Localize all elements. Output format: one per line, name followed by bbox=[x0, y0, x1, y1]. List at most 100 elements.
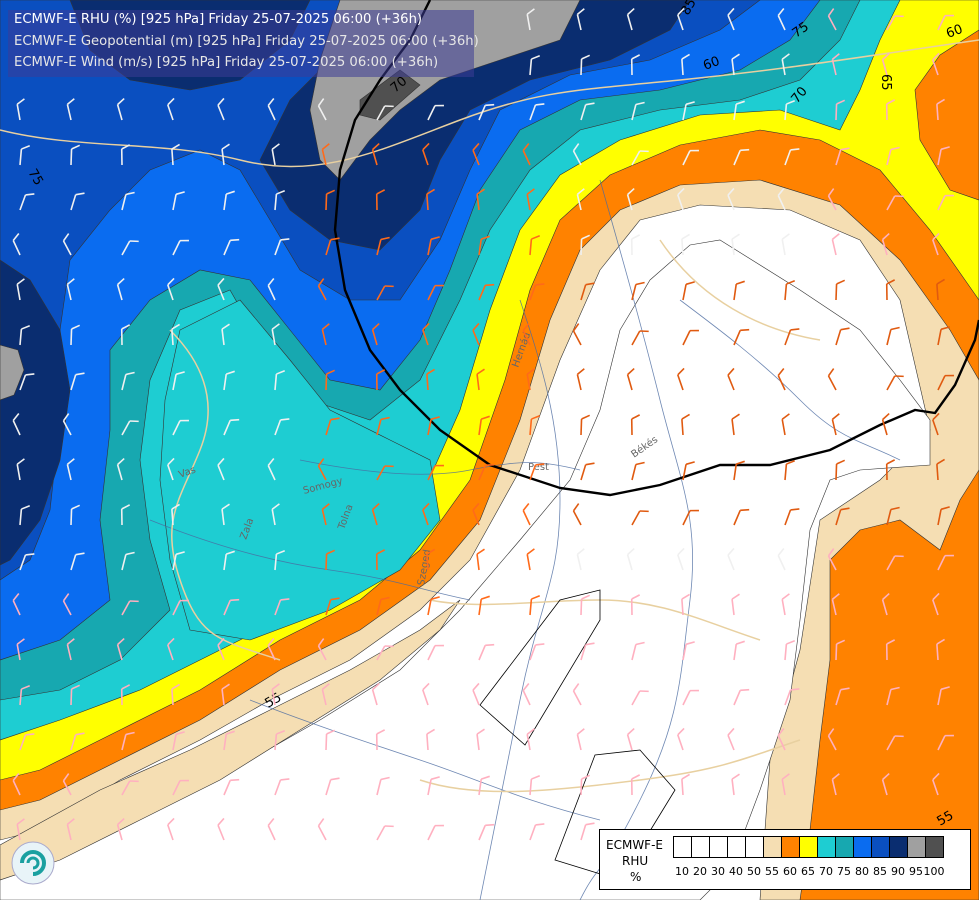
wind-barb bbox=[733, 640, 745, 661]
wind-barb bbox=[781, 53, 790, 76]
legend-swatch bbox=[673, 836, 692, 858]
wind-barb bbox=[478, 235, 490, 256]
wind-barb bbox=[19, 145, 31, 166]
wind-barb bbox=[274, 238, 290, 256]
wind-barb bbox=[321, 683, 330, 706]
wind-barb bbox=[733, 100, 745, 121]
wind-barb bbox=[932, 52, 940, 76]
legend-variable-label: RHU bbox=[622, 854, 649, 868]
wind-barb bbox=[70, 732, 85, 751]
wind-barb bbox=[827, 548, 837, 571]
wind-barb bbox=[526, 188, 535, 211]
wind-barb bbox=[427, 776, 440, 796]
wind-barb bbox=[116, 817, 125, 841]
wind-barb bbox=[167, 277, 175, 301]
legend-tick: 10 bbox=[675, 865, 689, 878]
wind-barbs bbox=[12, 7, 954, 841]
wind-barb bbox=[529, 103, 545, 121]
wind-barb bbox=[121, 191, 135, 211]
legend-swatch bbox=[709, 836, 728, 858]
legend-swatches bbox=[673, 836, 944, 858]
wind-barb bbox=[376, 776, 390, 796]
wind-barb bbox=[827, 188, 837, 211]
legend-tick: 60 bbox=[783, 865, 797, 878]
wind-barb bbox=[19, 373, 35, 391]
wind-barb bbox=[580, 822, 595, 841]
wind-barb bbox=[274, 370, 286, 391]
wind-barb bbox=[784, 100, 796, 121]
wind-barb bbox=[478, 775, 490, 796]
wind-barb bbox=[937, 374, 954, 391]
wind-barb bbox=[777, 367, 786, 391]
wind-barb bbox=[526, 728, 535, 751]
wind-barb bbox=[376, 596, 390, 616]
wind-barb bbox=[267, 457, 276, 481]
wind-barb bbox=[727, 547, 735, 571]
wind-barb bbox=[427, 596, 440, 616]
borders bbox=[0, 39, 979, 793]
wind-barb bbox=[886, 686, 900, 706]
wind-barb bbox=[881, 232, 890, 256]
wind-barb bbox=[70, 684, 81, 706]
wind-barb bbox=[529, 283, 545, 301]
wind-barb bbox=[116, 277, 125, 301]
wind-barb bbox=[427, 104, 444, 121]
wind-barb bbox=[835, 639, 846, 661]
wind-barb bbox=[731, 593, 740, 616]
wind-barb bbox=[422, 682, 430, 706]
wind-barb bbox=[626, 7, 635, 31]
wind-barb bbox=[886, 735, 904, 751]
legend-tick: 50 bbox=[747, 865, 761, 878]
wind-barb bbox=[526, 8, 535, 31]
wind-barb bbox=[937, 14, 954, 31]
wind-barb bbox=[66, 818, 75, 841]
wind-barb bbox=[576, 8, 585, 31]
wind-barb bbox=[66, 638, 75, 661]
wind-barb bbox=[172, 239, 189, 256]
wind-barb bbox=[580, 282, 595, 301]
wind-barb bbox=[630, 234, 641, 256]
wind-barb bbox=[271, 143, 280, 166]
wind-barb bbox=[317, 458, 327, 481]
wind-barb bbox=[630, 54, 641, 76]
legend-tick: 40 bbox=[729, 865, 743, 878]
wind-barb bbox=[121, 600, 139, 616]
contour-label: 60 bbox=[701, 54, 722, 74]
wind-barb bbox=[529, 823, 545, 841]
wind-barb bbox=[70, 504, 81, 526]
wind-barb bbox=[886, 555, 904, 571]
wind-barb bbox=[937, 194, 954, 211]
wind-barb bbox=[19, 733, 35, 751]
wind-barb bbox=[376, 105, 394, 121]
contour-label: 60 bbox=[944, 22, 965, 42]
wind-barb bbox=[426, 188, 435, 211]
wind-barb bbox=[171, 323, 180, 346]
wind-barb bbox=[12, 412, 21, 436]
wind-barb bbox=[781, 233, 790, 256]
wind-barb bbox=[325, 729, 336, 751]
wind-barb bbox=[376, 465, 394, 481]
wind-barb bbox=[172, 371, 185, 391]
wind-barb bbox=[937, 554, 954, 571]
wind-barb bbox=[835, 99, 846, 121]
wind-barb bbox=[325, 189, 336, 211]
wind-barb bbox=[784, 508, 800, 526]
legend-swatch bbox=[907, 836, 926, 858]
wind-barb bbox=[223, 190, 235, 211]
wind-barb bbox=[121, 551, 135, 571]
wind-barb bbox=[317, 278, 327, 301]
wind-barb bbox=[116, 457, 125, 481]
legend-swatch bbox=[889, 836, 908, 858]
wind-barb bbox=[221, 143, 230, 166]
wind-barb bbox=[727, 7, 735, 31]
rhu-band-90-95-west bbox=[0, 344, 25, 401]
legend-swatch bbox=[781, 836, 800, 858]
wind-barb bbox=[70, 324, 81, 346]
wind-barb bbox=[631, 461, 645, 481]
wind-barb bbox=[576, 368, 585, 391]
logo-icon bbox=[11, 841, 55, 885]
wind-barb bbox=[267, 277, 276, 301]
wind-barb bbox=[777, 727, 786, 751]
wind-barb bbox=[321, 503, 330, 526]
wind-barb bbox=[16, 818, 25, 841]
